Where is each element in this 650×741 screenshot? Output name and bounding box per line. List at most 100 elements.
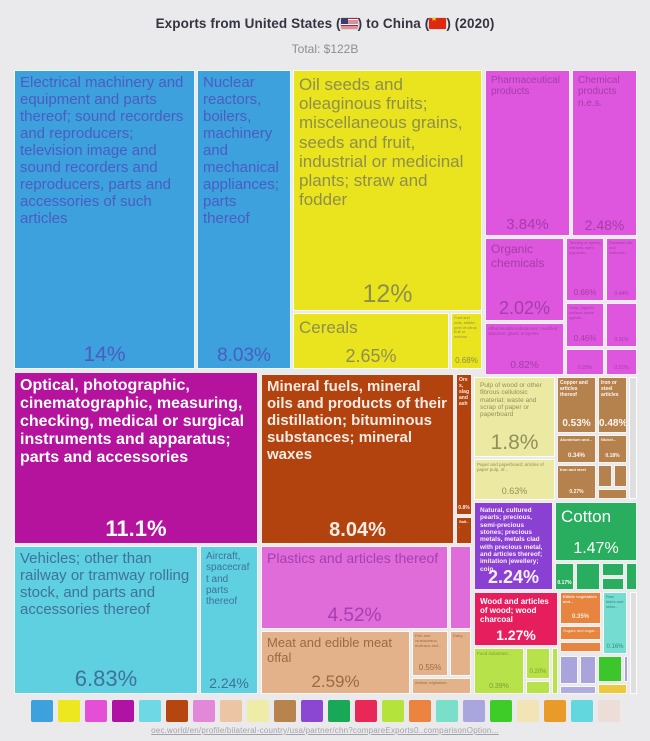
treemap-cell-stone-lav-3[interactable] bbox=[624, 656, 628, 682]
treemap-cell-nuclear-reactors[interactable]: Nuclear reactors, boilers, machinery and… bbox=[197, 70, 291, 369]
treemap-cell-stone-lav-1[interactable] bbox=[560, 656, 578, 684]
treemap-cell-misc-gray-bottom[interactable] bbox=[630, 592, 637, 694]
legend-swatch-14[interactable] bbox=[381, 700, 404, 722]
treemap-cell-textile-green-2[interactable] bbox=[598, 656, 622, 682]
treemap-cell-wood-charcoal[interactable]: Wood and articles of wood; wood charcoal… bbox=[474, 592, 558, 646]
treemap-cell-plastics[interactable]: Plastics and articles thereof 4.52% bbox=[261, 546, 448, 629]
treemap-cell-chem-small-b[interactable]: 0.31% bbox=[606, 303, 637, 347]
cell-value: 0.34% bbox=[567, 453, 585, 459]
treemap-cell-fish-crustaceans[interactable]: Fish and crustaceans, molluscs and... 0.5… bbox=[412, 631, 448, 676]
legend-swatch-4[interactable] bbox=[111, 700, 134, 722]
legend-swatch-11[interactable] bbox=[300, 700, 323, 722]
treemap-cell-aluminium[interactable]: Aluminium and... 0.34% bbox=[557, 435, 596, 463]
treemap-cell-stone-lav-2[interactable] bbox=[580, 656, 596, 684]
legend-swatch-15[interactable] bbox=[408, 700, 431, 722]
treemap-cell-rubber-strip[interactable] bbox=[450, 546, 471, 629]
legend-swatch-18[interactable] bbox=[489, 700, 512, 722]
treemap-cell-chem-small-c[interactable]: 0.25% bbox=[566, 349, 604, 375]
treemap-cell-dairy[interactable]: Dairy... bbox=[450, 631, 471, 676]
cell-value: 2.65% bbox=[345, 346, 397, 366]
treemap-cell-tanning-dyeing[interactable]: Tanning or dyeing extracts; dyes, pigmen… bbox=[566, 238, 604, 301]
treemap-cell-veg-orange-1[interactable]: Edible vegetables and... 0.35% bbox=[560, 592, 601, 624]
treemap-cell-foodstuffs-small-1[interactable]: 0.20% bbox=[526, 648, 550, 679]
cell-label: Natural, cultured pearls; precious, semi… bbox=[480, 507, 543, 573]
legend-swatch-16[interactable] bbox=[435, 700, 458, 722]
source-link[interactable]: oec.world/en/profile/bilateral-country/u… bbox=[151, 726, 499, 735]
treemap-cell-veg-orange-2[interactable]: Sugars and sugar... bbox=[560, 626, 601, 640]
legend-swatch-13[interactable] bbox=[354, 700, 377, 722]
treemap-cell-pearls-precious[interactable]: Natural, cultured pearls; precious, semi… bbox=[474, 502, 553, 590]
treemap-cell-veg-orange-3[interactable] bbox=[560, 642, 601, 652]
treemap-cell-chem-small-a[interactable]: Essential oils and resinoids... 0.44% bbox=[606, 238, 637, 301]
treemap-cell-textile-small-5[interactable] bbox=[626, 563, 637, 590]
treemap-cell-textile-small-2[interactable] bbox=[576, 563, 600, 590]
cell-value: 14% bbox=[83, 343, 126, 366]
treemap-cell-paper-paperboard[interactable]: Paper and paperboard; articles of paper … bbox=[474, 459, 555, 500]
legend-swatch-8[interactable] bbox=[219, 700, 242, 722]
treemap-cell-organic-chemicals[interactable]: Organic chemicals 2.02% bbox=[485, 238, 564, 321]
treemap-cell-meat-offal[interactable]: Meat and edible meat offal 2.59% bbox=[261, 631, 410, 694]
legend-swatch-9[interactable] bbox=[246, 700, 269, 722]
cell-value: 4.52% bbox=[327, 605, 382, 626]
cell-value: 0.44% bbox=[614, 291, 629, 297]
legend-swatch-6[interactable] bbox=[165, 700, 188, 722]
legend-swatch-22[interactable] bbox=[597, 700, 620, 722]
legend-swatch-21[interactable] bbox=[570, 700, 593, 722]
us-flag-canton bbox=[340, 18, 349, 24]
treemap-cell-textile-small-1[interactable]: 0.17% bbox=[555, 563, 574, 590]
treemap-cell-nickel[interactable]: Nickel... 0.18% bbox=[598, 435, 627, 463]
legend-swatch-20[interactable] bbox=[543, 700, 566, 722]
treemap-cell-fruit-nuts[interactable]: Fruit and nuts, edible; peel of citrus f… bbox=[451, 313, 482, 369]
treemap-cell-chem-soap[interactable]: Soap, organic surface-active agents... 0.… bbox=[566, 303, 604, 347]
cell-value: 0.20% bbox=[529, 669, 547, 675]
treemap-cell-iron-and-steel[interactable]: Iron and steel 0.27% bbox=[557, 465, 596, 499]
legend-swatch-12[interactable] bbox=[327, 700, 350, 722]
treemap-cell-misc-gray-top[interactable] bbox=[629, 377, 637, 499]
cell-label: Cereals bbox=[299, 318, 358, 337]
treemap-cell-pharmaceutical-products[interactable]: Pharmaceutical products 3.84% bbox=[485, 70, 570, 236]
treemap-cell-salt-sulphur[interactable]: Salt... bbox=[456, 517, 472, 544]
treemap-cell-copper-articles[interactable]: Copper and articles thereof 0.53% bbox=[557, 377, 596, 433]
treemap-cell-mineral-fuels[interactable]: Mineral fuels, mineral oils and products… bbox=[261, 374, 454, 544]
treemap-cell-iron-steel-articles[interactable]: Iron or steel articles 0.48% bbox=[598, 377, 627, 433]
treemap-cell-aircraft-spacecraft[interactable]: Aircraft, spacecraft and parts thereof 2.… bbox=[200, 546, 258, 694]
cell-label: Essential oils and resinoids... bbox=[609, 240, 633, 255]
treemap-cell-food-industries[interactable]: Food industries... 0.39% bbox=[474, 648, 524, 694]
treemap-cell-textile-small-4[interactable] bbox=[602, 578, 624, 590]
treemap-cell-cotton[interactable]: Cotton 1.47% bbox=[555, 502, 637, 561]
cell-value: 0.25% bbox=[577, 365, 593, 371]
legend-swatch-5[interactable] bbox=[138, 700, 161, 722]
treemap-cell-hides-cyan[interactable]: Raw hides and skins... 0.16% bbox=[603, 592, 627, 654]
treemap-cell-stone-lav-bar[interactable] bbox=[560, 686, 596, 694]
treemap-cell-foodstuffs-small-2[interactable] bbox=[526, 681, 550, 694]
treemap-cell-metal-small-3[interactable] bbox=[598, 489, 627, 499]
treemap-cell-albuminoidal[interactable]: Albuminoidal substances; modified starch… bbox=[485, 323, 564, 375]
treemap-cell-foodstuffs-small-3[interactable] bbox=[552, 648, 558, 694]
treemap-cell-vehicles[interactable]: Vehicles; other than railway or tramway … bbox=[14, 546, 198, 694]
legend-swatch-7[interactable] bbox=[192, 700, 215, 722]
treemap-cell-chem-small-d[interactable]: 0.21% bbox=[606, 349, 637, 375]
legend-swatch-2[interactable] bbox=[57, 700, 80, 722]
treemap-cell-oil-seeds[interactable]: Oil seeds and oleaginous fruits; miscell… bbox=[293, 70, 482, 311]
treemap-cell-pulp-of-wood[interactable]: Pulp of wood or other fibrous cellulosic… bbox=[474, 377, 555, 457]
treemap-cell-textile-small-3[interactable] bbox=[602, 563, 624, 576]
treemap-cell-animal-originated[interactable]: Animal originated... bbox=[412, 678, 471, 694]
cell-label: Soap, organic surface-active agents... bbox=[569, 305, 594, 320]
treemap-cell-electrical-machinery[interactable]: Electrical machinery and equipment and p… bbox=[14, 70, 195, 369]
legend-swatch-17[interactable] bbox=[462, 700, 485, 722]
cell-value: 0.27% bbox=[569, 489, 584, 495]
treemap-cell-metal-small-1[interactable] bbox=[598, 465, 612, 487]
legend-swatch-3[interactable] bbox=[84, 700, 107, 722]
treemap-cell-chemical-products-nes[interactable]: Chemical products n.e.s. 2.48% bbox=[572, 70, 637, 236]
treemap-cell-metal-small-2[interactable] bbox=[614, 465, 627, 487]
treemap-cell-cereals[interactable]: Cereals 2.65% bbox=[293, 313, 449, 369]
section-legend bbox=[0, 700, 650, 722]
legend-swatch-10[interactable] bbox=[273, 700, 296, 722]
treemap-cell-ores-slag-ash[interactable]: Ores, slag and ash 0.8% bbox=[456, 374, 472, 515]
legend-swatch-19[interactable] bbox=[516, 700, 539, 722]
title-text-3: ) (2020) bbox=[446, 16, 495, 31]
treemap-cell-fats-yellow-bar[interactable] bbox=[598, 684, 627, 694]
legend-swatch-1[interactable] bbox=[30, 700, 53, 722]
treemap-cell-optical-instruments[interactable]: Optical, photographic, cinematographic, … bbox=[14, 372, 258, 544]
